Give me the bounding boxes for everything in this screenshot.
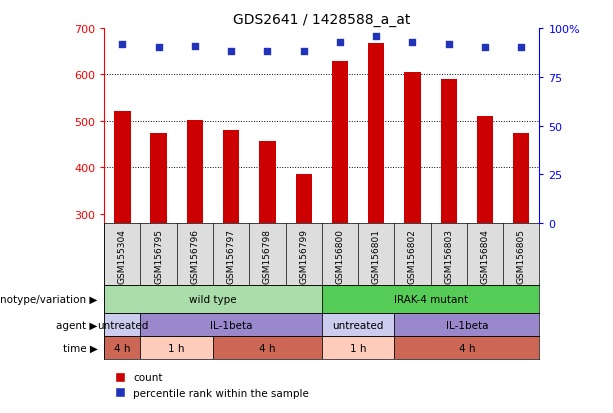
Text: agent ▶: agent ▶ [56,320,97,330]
Text: GSM156805: GSM156805 [517,228,526,283]
Legend: count, percentile rank within the sample: count, percentile rank within the sample [109,373,309,398]
Bar [104,336,140,359]
Text: 4 h: 4 h [259,343,276,353]
Bar [114,112,131,223]
Text: GSM156802: GSM156802 [408,228,417,283]
Bar [394,313,539,336]
Text: IRAK-4 mutant: IRAK-4 mutant [394,294,468,304]
Text: GSM156799: GSM156799 [299,228,308,283]
Text: IL-1beta: IL-1beta [446,320,488,330]
Bar [104,313,140,336]
Point [154,45,164,52]
Text: GSM156800: GSM156800 [335,228,345,283]
Text: genotype/variation ▶: genotype/variation ▶ [0,294,97,304]
Bar [322,285,539,313]
Text: untreated: untreated [97,320,148,330]
Bar [322,313,394,336]
Point [226,49,236,56]
Bar [259,142,276,223]
Text: wild type: wild type [189,294,237,304]
Bar [394,336,539,359]
Point [444,41,454,48]
Point [299,49,308,56]
Point [408,39,417,46]
Text: 1 h: 1 h [350,343,367,353]
Point [118,41,128,48]
Text: GSM156797: GSM156797 [227,228,235,283]
Text: GSM156798: GSM156798 [263,228,272,283]
Bar [332,62,348,223]
Bar [104,285,322,313]
Point [335,39,345,46]
Text: IL-1beta: IL-1beta [210,320,253,330]
Point [190,43,200,50]
Bar [187,121,203,223]
Text: GSM156796: GSM156796 [191,228,199,283]
Text: GSM156803: GSM156803 [444,228,453,283]
Text: GSM156795: GSM156795 [154,228,163,283]
Bar [140,336,213,359]
Point [480,45,490,52]
Bar [223,131,239,223]
Bar [140,313,322,336]
Bar [150,134,167,223]
Text: 1 h: 1 h [169,343,185,353]
Text: untreated: untreated [332,320,384,330]
Title: GDS2641 / 1428588_a_at: GDS2641 / 1428588_a_at [233,12,411,26]
Bar [322,336,394,359]
Bar [441,80,457,223]
Bar [405,73,421,223]
Text: 4 h: 4 h [114,343,131,353]
Point [516,45,526,52]
Text: GSM156801: GSM156801 [371,228,381,283]
Bar [213,336,322,359]
Text: time ▶: time ▶ [63,343,97,353]
Bar [295,175,312,223]
Bar [477,117,493,223]
Text: GSM156804: GSM156804 [481,228,490,283]
Bar [513,134,530,223]
Text: GSM155304: GSM155304 [118,228,127,283]
Point [371,33,381,40]
Text: 4 h: 4 h [459,343,475,353]
Bar [368,44,384,223]
Point [262,49,272,56]
